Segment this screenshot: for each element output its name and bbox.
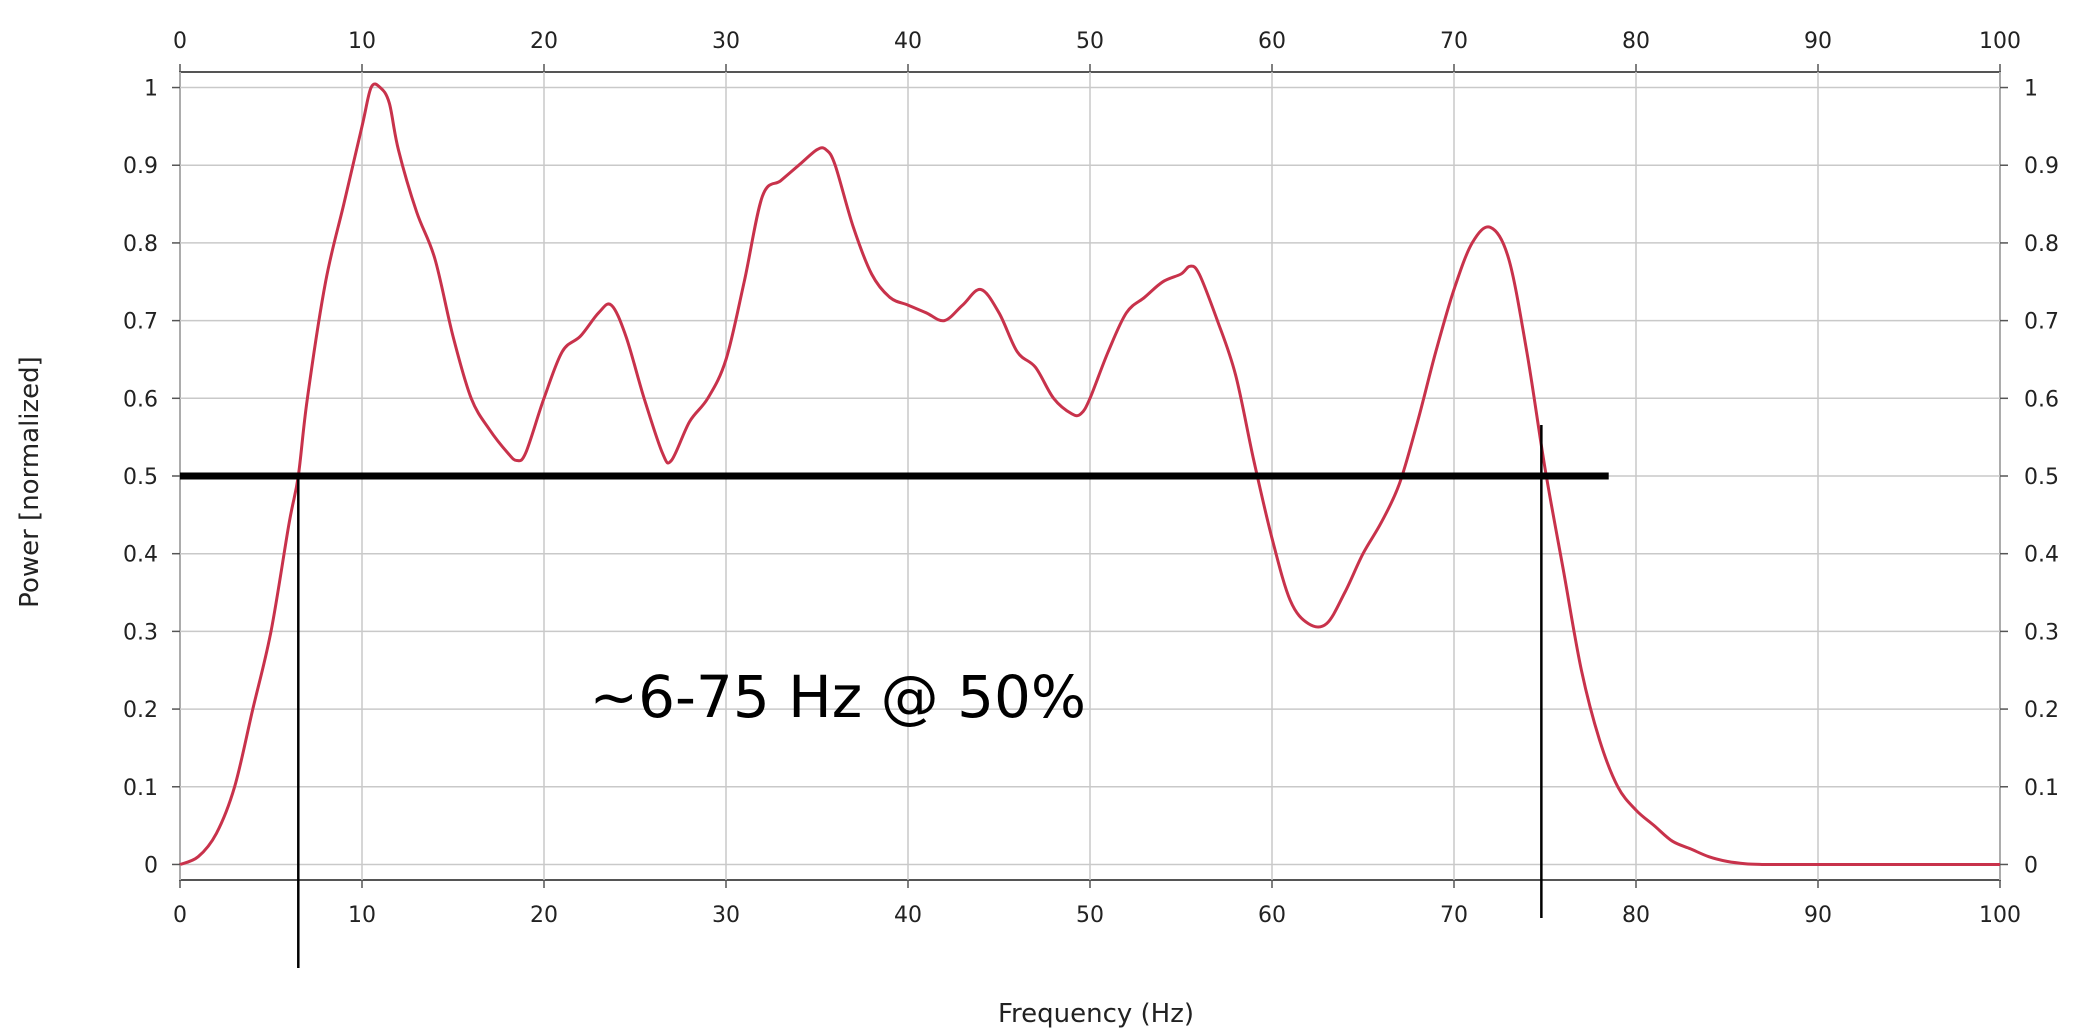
y-tick-label: 0.7 <box>123 310 158 335</box>
x-tick-label: 100 <box>1979 903 2021 928</box>
x-tick-label-top: 100 <box>1979 29 2021 54</box>
x-tick-label: 60 <box>1258 903 1286 928</box>
x-tick-label-top: 80 <box>1622 29 1650 54</box>
y-tick-label-right: 0.1 <box>2024 776 2059 801</box>
x-ticks-top: 0 10 20 30 40 50 60 70 80 90 100 <box>173 29 2021 72</box>
x-tick-label: 90 <box>1804 903 1832 928</box>
x-tick-label-top: 0 <box>173 29 187 54</box>
y-tick-label: 0.8 <box>123 232 158 257</box>
x-tick-label-top: 40 <box>894 29 922 54</box>
y-tick-label-right: 0.4 <box>2024 543 2059 568</box>
x-tick-label: 30 <box>712 903 740 928</box>
x-tick-label-top: 60 <box>1258 29 1286 54</box>
x-tick-label: 40 <box>894 903 922 928</box>
x-tick-label: 0 <box>173 903 187 928</box>
y-tick-label-right: 0.5 <box>2024 465 2059 490</box>
y-tick-label-right: 1 <box>2024 77 2038 102</box>
y-tick-label: 0.6 <box>123 387 158 412</box>
x-tick-label: 80 <box>1622 903 1650 928</box>
markers-group <box>297 425 1543 968</box>
data-series <box>179 82 2000 867</box>
y-ticks-right: 0 0.1 0.2 0.3 0.4 0.5 0.6 0.7 0.8 0.9 1 <box>2000 77 2059 878</box>
x-tick-label-top: 10 <box>348 29 376 54</box>
series-line <box>179 82 2000 867</box>
y-tick-label: 0.1 <box>123 776 158 801</box>
y-tick-label: 0.5 <box>123 465 158 490</box>
y-tick-label-right: 0 <box>2024 853 2038 878</box>
y-tick-label: 0.4 <box>123 543 158 568</box>
y-tick-label: 1 <box>144 77 158 102</box>
x-tick-label-top: 20 <box>530 29 558 54</box>
x-tick-label-top: 50 <box>1076 29 1104 54</box>
y-tick-label-right: 0.2 <box>2024 698 2059 723</box>
annotation-label: ~6-75 Hz @ 50% <box>590 663 1087 731</box>
y-tick-label: 0.9 <box>123 154 158 179</box>
y-tick-label: 0.3 <box>123 620 158 645</box>
x-tick-label-top: 90 <box>1804 29 1832 54</box>
y-axis-label: Power [normalized] <box>15 356 45 608</box>
x-tick-label: 70 <box>1440 903 1468 928</box>
x-tick-label: 10 <box>348 903 376 928</box>
y-tick-label: 0.2 <box>123 698 158 723</box>
x-tick-label: 50 <box>1076 903 1104 928</box>
y-tick-label-right: 0.7 <box>2024 310 2059 335</box>
y-tick-label-right: 0.8 <box>2024 232 2059 257</box>
x-axis-label: Frequency (Hz) <box>998 999 1194 1029</box>
y-tick-label: 0 <box>144 853 158 878</box>
y-tick-label-right: 0.9 <box>2024 154 2059 179</box>
y-ticks-left: 0 0.1 0.2 0.3 0.4 0.5 0.6 0.7 0.8 0.9 1 <box>123 77 180 878</box>
x-tick-label: 20 <box>530 903 558 928</box>
x-tick-label-top: 70 <box>1440 29 1468 54</box>
x-tick-label-top: 30 <box>712 29 740 54</box>
y-tick-label-right: 0.3 <box>2024 620 2059 645</box>
x-ticks-bottom: 0 10 20 30 40 50 60 70 80 90 100 <box>173 880 2021 928</box>
y-tick-label-right: 0.6 <box>2024 387 2059 412</box>
